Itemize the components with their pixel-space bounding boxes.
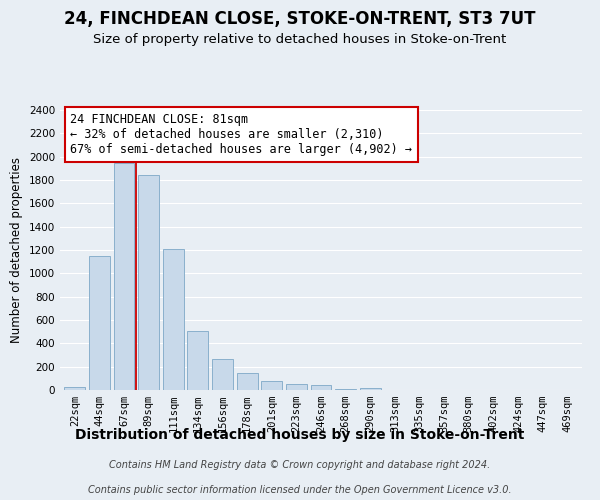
Text: 24 FINCHDEAN CLOSE: 81sqm
← 32% of detached houses are smaller (2,310)
67% of se: 24 FINCHDEAN CLOSE: 81sqm ← 32% of detac… [70, 113, 412, 156]
Bar [261, 381, 282, 390]
Text: 24, FINCHDEAN CLOSE, STOKE-ON-TRENT, ST3 7UT: 24, FINCHDEAN CLOSE, STOKE-ON-TRENT, ST3… [64, 10, 536, 28]
Text: Distribution of detached houses by size in Stoke-on-Trent: Distribution of detached houses by size … [76, 428, 524, 442]
Bar [89, 256, 110, 390]
Bar [286, 384, 307, 390]
Text: Contains HM Land Registry data © Crown copyright and database right 2024.: Contains HM Land Registry data © Crown c… [109, 460, 491, 470]
Bar [360, 388, 381, 390]
Bar [311, 386, 331, 390]
Bar [64, 387, 85, 390]
Bar [113, 162, 134, 390]
Y-axis label: Number of detached properties: Number of detached properties [10, 157, 23, 343]
Text: Size of property relative to detached houses in Stoke-on-Trent: Size of property relative to detached ho… [94, 32, 506, 46]
Text: Contains public sector information licensed under the Open Government Licence v3: Contains public sector information licen… [88, 485, 512, 495]
Bar [212, 359, 233, 390]
Bar [187, 330, 208, 390]
Bar [138, 176, 159, 390]
Bar [236, 372, 257, 390]
Bar [163, 249, 184, 390]
